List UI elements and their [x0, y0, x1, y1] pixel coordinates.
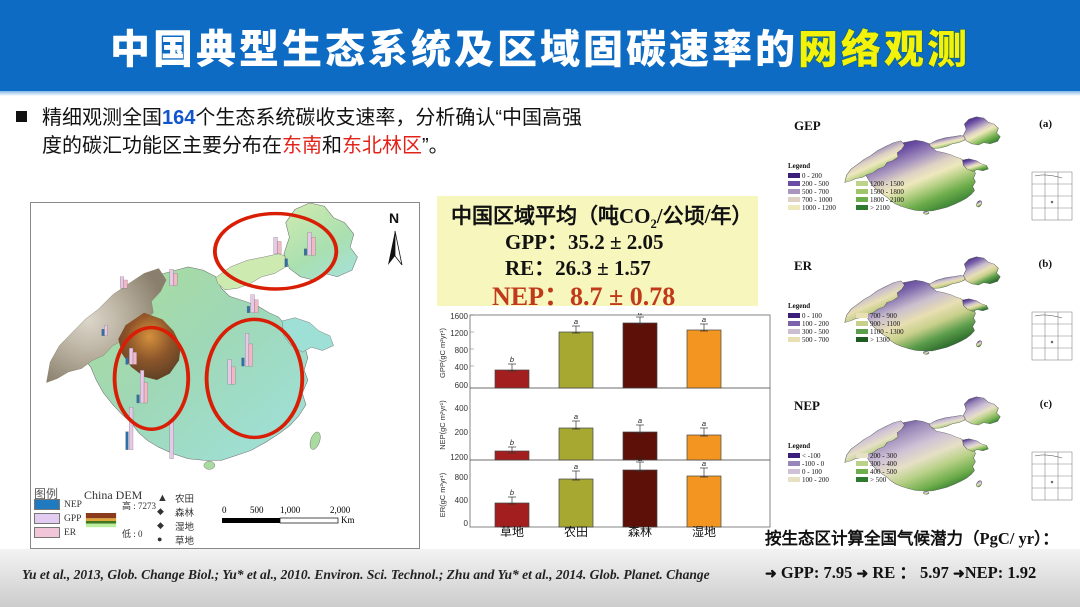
svg-text:a: a	[638, 313, 642, 317]
svg-text:1000 - 1200: 1000 - 1200	[802, 204, 836, 212]
svg-text:0 - 100: 0 - 100	[802, 312, 822, 320]
svg-text:700 - 900: 700 - 900	[870, 312, 897, 320]
svg-text:b: b	[510, 438, 514, 447]
svg-text:b: b	[510, 488, 514, 497]
svg-text:a: a	[574, 317, 578, 326]
svg-text:500 - 700: 500 - 700	[802, 188, 829, 196]
svg-text:900 - 1100: 900 - 1100	[870, 320, 901, 328]
svg-text:100 - 200: 100 - 200	[802, 320, 829, 328]
svg-text:NEP(gC m²yr¹): NEP(gC m²yr¹)	[438, 400, 447, 450]
svg-text:0 - 200: 0 - 200	[802, 172, 822, 180]
svg-text:400 - 500: 400 - 500	[870, 468, 897, 476]
svg-text:100 - 200: 100 - 200	[802, 476, 829, 484]
svg-text:a: a	[574, 462, 578, 471]
svg-text:2,000: 2,000	[330, 505, 351, 515]
svg-text:草地: 草地	[500, 525, 524, 537]
svg-text:1600: 1600	[450, 313, 468, 321]
svg-text:森林: 森林	[628, 524, 652, 537]
svg-text:1200 - 1500: 1200 - 1500	[870, 180, 904, 188]
svg-text:Legend: Legend	[788, 302, 810, 310]
svg-text:800: 800	[455, 346, 469, 355]
svg-text:Legend: Legend	[788, 162, 810, 170]
svg-text:400: 400	[455, 363, 469, 372]
svg-text:700 - 1000: 700 - 1000	[802, 196, 833, 204]
svg-text:0: 0	[222, 505, 227, 515]
svg-text:> 2100: > 2100	[870, 204, 890, 212]
svg-text:b: b	[510, 355, 514, 364]
svg-text:< -100: < -100	[802, 452, 821, 460]
svg-text:500 - 700: 500 - 700	[802, 336, 829, 344]
svg-text:a: a	[702, 419, 706, 428]
svg-text:200 - 300: 200 - 300	[870, 452, 897, 460]
svg-text:a: a	[574, 412, 578, 421]
svg-text:Legend: Legend	[788, 442, 810, 450]
svg-text:1100 - 1300: 1100 - 1300	[870, 328, 904, 336]
svg-text:300 - 400: 300 - 400	[870, 460, 897, 468]
svg-text:400: 400	[455, 496, 469, 505]
svg-text:湿地: 湿地	[692, 524, 716, 537]
svg-text:200: 200	[455, 428, 469, 437]
svg-text:GPP(gC m²yr¹): GPP(gC m²yr¹)	[438, 328, 447, 378]
svg-text:400: 400	[455, 404, 469, 413]
svg-text:a: a	[702, 315, 706, 324]
svg-text:N: N	[389, 210, 399, 226]
svg-text:a: a	[702, 459, 706, 468]
svg-text:800: 800	[455, 473, 469, 482]
svg-text:500: 500	[250, 505, 264, 515]
svg-text:农田: 农田	[564, 525, 588, 537]
svg-text:-100 - 0: -100 - 0	[802, 460, 825, 468]
svg-text:1800 - 2100: 1800 - 2100	[870, 196, 904, 204]
svg-text:> 1300: > 1300	[870, 336, 890, 344]
svg-text:a: a	[638, 454, 642, 463]
svg-text:1200: 1200	[450, 329, 468, 338]
svg-text:a: a	[638, 416, 642, 425]
svg-text:1500 - 1800: 1500 - 1800	[870, 188, 904, 196]
svg-text:600: 600	[455, 381, 469, 390]
svg-text:> 500: > 500	[870, 476, 887, 484]
svg-text:ER(gC m²yr¹): ER(gC m²yr¹)	[438, 472, 447, 517]
svg-text:Km: Km	[341, 515, 355, 525]
svg-text:1,000: 1,000	[280, 505, 301, 515]
svg-text:300 - 500: 300 - 500	[802, 328, 829, 336]
svg-text:0: 0	[464, 519, 469, 528]
svg-text:0 - 100: 0 - 100	[802, 468, 822, 476]
svg-text:200 - 500: 200 - 500	[802, 180, 829, 188]
svg-text:1200: 1200	[450, 453, 468, 462]
